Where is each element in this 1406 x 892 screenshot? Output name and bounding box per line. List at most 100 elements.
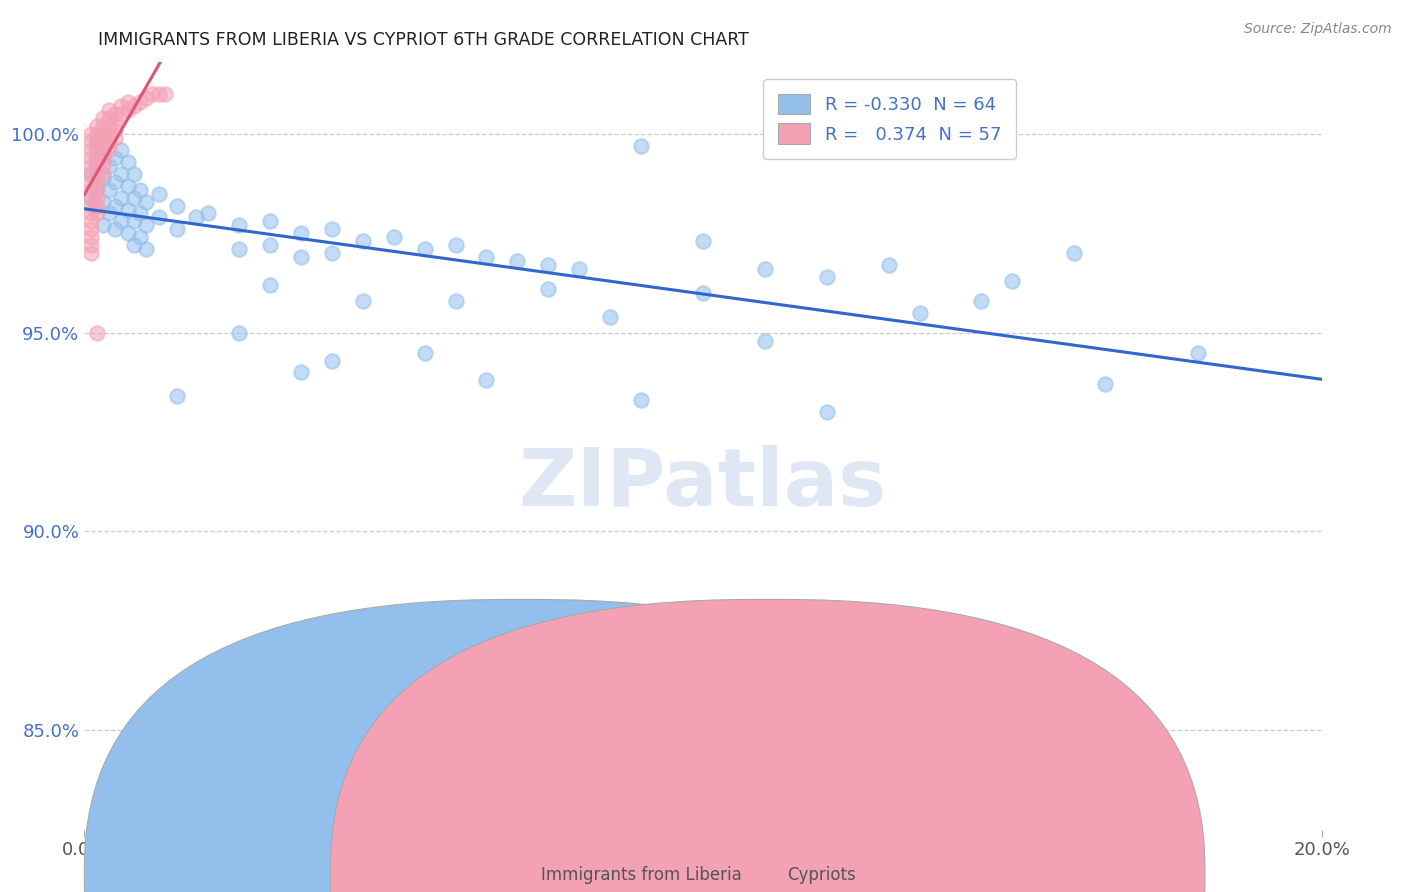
Point <box>104 131 127 145</box>
Point <box>413 242 436 256</box>
Point <box>86 127 108 141</box>
Point <box>91 135 114 149</box>
Point <box>98 183 121 197</box>
Point <box>117 178 139 193</box>
Text: IMMIGRANTS FROM LIBERIA VS CYPRIOT 6TH GRADE CORRELATION CHART: IMMIGRANTS FROM LIBERIA VS CYPRIOT 6TH G… <box>98 31 749 49</box>
Point <box>91 143 114 157</box>
Point <box>79 191 101 205</box>
Point <box>228 219 250 233</box>
Point <box>166 198 188 212</box>
Point <box>110 167 132 181</box>
Point <box>86 119 108 133</box>
Point <box>86 151 108 165</box>
Point <box>86 326 108 340</box>
Point <box>129 206 152 220</box>
Point <box>1063 246 1085 260</box>
Point <box>79 143 101 157</box>
Point <box>91 111 114 125</box>
Point <box>148 87 170 102</box>
Point <box>98 103 121 117</box>
Point <box>98 127 121 141</box>
Point <box>79 206 101 220</box>
Point <box>122 167 145 181</box>
Point <box>122 238 145 252</box>
Point <box>197 206 219 220</box>
Point <box>86 135 108 149</box>
Legend: R = -0.330  N = 64, R =   0.374  N = 57: R = -0.330 N = 64, R = 0.374 N = 57 <box>763 79 1015 159</box>
Point <box>692 285 714 300</box>
Point <box>104 175 127 189</box>
Point <box>129 95 152 110</box>
Point <box>352 235 374 249</box>
Point <box>290 250 312 264</box>
Point <box>815 405 838 419</box>
Point <box>110 99 132 113</box>
Point <box>91 119 114 133</box>
Point <box>79 238 101 252</box>
Point <box>110 191 132 205</box>
Point <box>475 250 498 264</box>
Point <box>382 230 405 244</box>
Point <box>568 262 591 277</box>
Point <box>117 202 139 217</box>
Point <box>79 135 101 149</box>
Point <box>91 194 114 209</box>
Point <box>228 242 250 256</box>
Point <box>1094 377 1116 392</box>
Point <box>79 175 101 189</box>
Point <box>184 211 207 225</box>
Point <box>79 230 101 244</box>
Point <box>599 310 621 324</box>
Point <box>86 206 108 220</box>
Point <box>908 306 931 320</box>
Point <box>135 219 157 233</box>
Point <box>537 258 560 272</box>
Point <box>141 87 163 102</box>
Point <box>79 198 101 212</box>
Point <box>86 198 108 212</box>
Point <box>135 242 157 256</box>
Point <box>104 107 127 121</box>
Point <box>98 143 121 157</box>
Point <box>86 159 108 173</box>
Point <box>79 167 101 181</box>
Point <box>129 230 152 244</box>
Point <box>117 154 139 169</box>
Point <box>475 373 498 387</box>
Point <box>79 167 101 181</box>
Point <box>104 123 127 137</box>
Point <box>104 222 127 236</box>
Point <box>1187 345 1209 359</box>
Point <box>135 194 157 209</box>
Point <box>98 119 121 133</box>
Point <box>259 278 281 293</box>
Point <box>79 151 101 165</box>
Point <box>79 191 101 205</box>
Point <box>110 107 132 121</box>
Point <box>413 345 436 359</box>
Point <box>79 214 101 228</box>
Text: Immigrants from Liberia: Immigrants from Liberia <box>541 866 742 884</box>
Point <box>79 183 101 197</box>
Point <box>110 214 132 228</box>
Point <box>321 246 343 260</box>
Point <box>153 87 176 102</box>
Point <box>877 258 900 272</box>
Point <box>630 393 652 408</box>
Point <box>815 270 838 285</box>
Point <box>86 154 108 169</box>
Point <box>117 95 139 110</box>
Point <box>86 178 108 193</box>
Point <box>148 211 170 225</box>
Point <box>91 146 114 161</box>
Text: Cypriots: Cypriots <box>787 866 856 884</box>
Point <box>98 206 121 220</box>
Point <box>86 135 108 149</box>
Point <box>352 293 374 308</box>
Point <box>91 151 114 165</box>
Point <box>259 238 281 252</box>
Point <box>321 353 343 368</box>
Point <box>91 170 114 185</box>
Point <box>129 183 152 197</box>
Point <box>122 214 145 228</box>
